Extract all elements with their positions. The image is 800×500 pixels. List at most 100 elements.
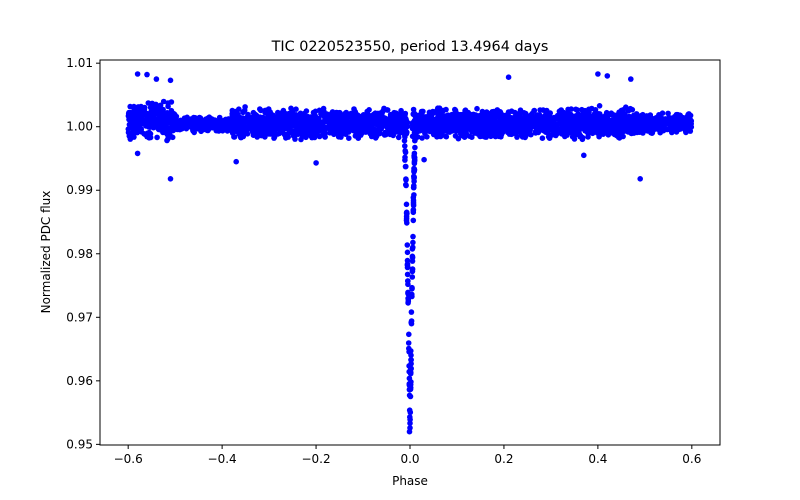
data-point xyxy=(430,119,437,126)
data-point xyxy=(181,115,188,121)
data-point xyxy=(238,134,244,141)
data-point xyxy=(470,124,476,131)
data-point xyxy=(537,107,543,113)
data-point xyxy=(404,220,410,226)
data-point xyxy=(350,115,356,121)
data-point xyxy=(251,128,257,134)
data-point xyxy=(386,127,393,134)
data-point xyxy=(584,129,591,136)
data-point xyxy=(372,110,379,116)
data-point xyxy=(167,77,174,84)
data-point xyxy=(131,134,137,140)
data-point xyxy=(156,126,162,133)
data-point xyxy=(647,112,654,118)
data-point xyxy=(403,201,410,208)
data-point xyxy=(596,133,602,140)
data-point xyxy=(370,125,376,132)
data-point xyxy=(334,109,341,116)
data-point xyxy=(665,110,671,117)
data-point xyxy=(150,124,157,131)
data-point xyxy=(558,117,564,124)
data-point xyxy=(236,106,242,112)
data-point xyxy=(608,110,615,116)
data-point xyxy=(628,130,634,136)
data-point xyxy=(281,120,288,127)
data-point xyxy=(655,123,662,129)
data-point xyxy=(545,124,551,130)
data-point xyxy=(409,253,416,260)
data-point xyxy=(229,120,236,126)
data-point xyxy=(567,114,573,121)
data-point xyxy=(290,129,297,136)
data-point xyxy=(288,123,294,129)
data-point xyxy=(426,112,432,119)
data-point xyxy=(149,117,155,124)
y-tick-label: 0.95 xyxy=(66,437,93,451)
data-point xyxy=(318,120,325,127)
data-point xyxy=(409,268,416,275)
data-point xyxy=(167,129,173,135)
data-point xyxy=(405,300,411,306)
data-point xyxy=(333,127,340,134)
data-point xyxy=(403,181,409,188)
data-point xyxy=(320,112,327,119)
data-point xyxy=(327,125,334,131)
data-point xyxy=(439,115,446,121)
data-point xyxy=(599,116,606,123)
data-point xyxy=(434,134,440,140)
data-point xyxy=(358,130,365,137)
data-point xyxy=(395,134,402,141)
data-point xyxy=(374,131,381,137)
data-point xyxy=(610,127,616,134)
data-point xyxy=(407,414,413,420)
data-point xyxy=(669,129,675,136)
data-point xyxy=(293,112,299,118)
data-point xyxy=(304,119,311,125)
data-point xyxy=(402,143,408,149)
data-point xyxy=(214,120,221,127)
data-point xyxy=(195,126,201,132)
data-point xyxy=(144,119,151,125)
data-point xyxy=(505,74,512,80)
data-point xyxy=(440,107,446,114)
data-point xyxy=(127,103,133,110)
data-point xyxy=(568,106,574,112)
data-point xyxy=(402,157,408,163)
data-point xyxy=(577,125,583,131)
data-point xyxy=(373,116,379,122)
data-point xyxy=(151,111,158,117)
data-point xyxy=(160,127,166,133)
data-point xyxy=(145,100,152,106)
data-point xyxy=(430,110,436,116)
data-point xyxy=(558,107,564,113)
data-point xyxy=(637,176,643,182)
data-point xyxy=(135,104,142,110)
data-point xyxy=(562,132,568,138)
data-point xyxy=(406,331,412,338)
data-point xyxy=(351,108,357,115)
data-point xyxy=(518,119,525,126)
data-point xyxy=(361,121,368,128)
x-tick-label: 0.6 xyxy=(682,452,701,466)
data-point xyxy=(327,113,333,120)
data-point xyxy=(134,150,141,157)
data-point xyxy=(592,107,599,113)
x-axis: −0.6 −0.4 −0.2 0.0 0.2 0.4 0.6 xyxy=(114,445,701,466)
x-tick-label: 0.4 xyxy=(588,452,607,466)
data-point xyxy=(333,123,340,129)
data-point xyxy=(633,111,640,117)
data-point xyxy=(217,127,223,133)
data-point xyxy=(527,118,533,124)
data-point xyxy=(549,126,556,133)
data-point xyxy=(255,123,261,130)
data-point xyxy=(482,134,488,140)
data-point xyxy=(674,118,680,124)
data-point xyxy=(369,121,375,127)
data-point xyxy=(559,126,565,133)
data-point xyxy=(194,116,200,122)
data-point xyxy=(479,120,486,126)
data-point xyxy=(130,121,136,127)
x-tick-label: −0.6 xyxy=(114,452,143,466)
data-point xyxy=(258,107,264,114)
data-point xyxy=(254,117,261,124)
